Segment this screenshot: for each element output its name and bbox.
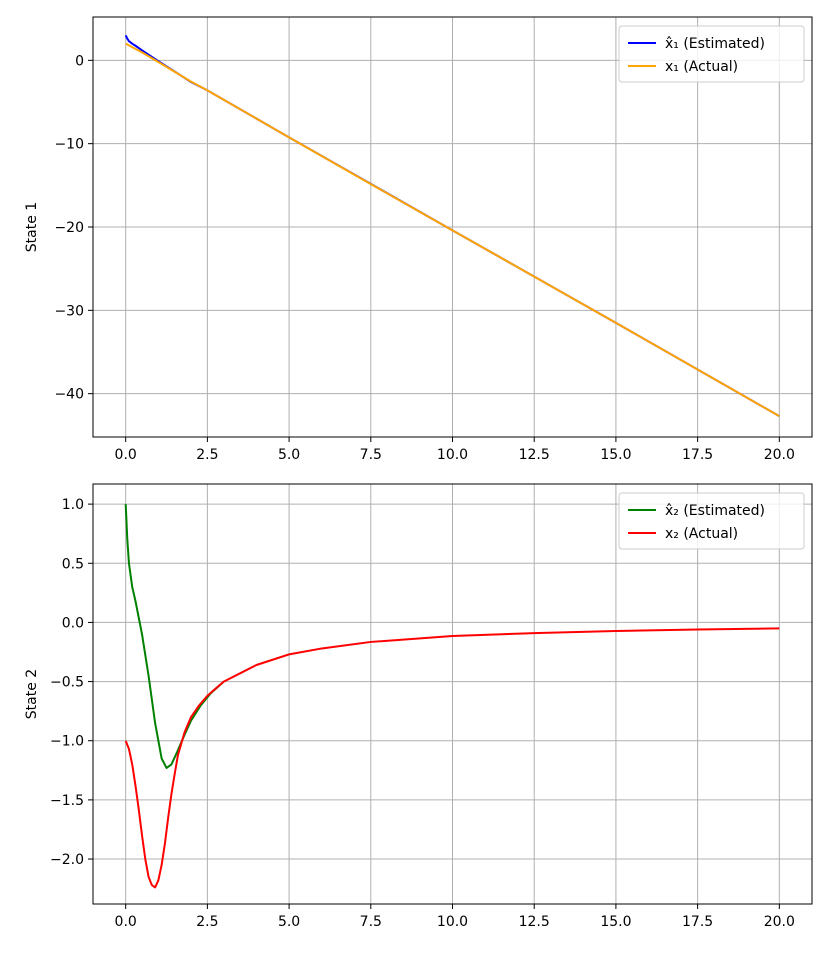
x-tick-label: 15.0	[600, 447, 631, 463]
series-line-2	[124, 627, 780, 889]
y-tick-label: −30	[54, 303, 84, 319]
x-tick-label: 10.0	[437, 914, 468, 930]
subplot-2: 0.0 2.5 5.0 7.5 10.0 12.5 15.0 17.5 20.0 1.0 0.5 0.…	[24, 483, 813, 930]
legend: x̂₂ (Estimated) x₂ (Actual)	[618, 492, 805, 550]
y-axis-label: State 1	[24, 202, 40, 252]
legend-entry-label: x̂₁ (Estimated)	[665, 36, 765, 52]
y-tick-label: 0.0	[62, 615, 84, 631]
subplot-1: 0.0 2.5 5.0 7.5 10.0 12.5 15.0 17.5 20.0 0 −10 −20 −…	[24, 16, 813, 463]
legend: x̂₁ (Estimated) x₁ (Actual)	[618, 25, 805, 83]
x-tick-label: 17.5	[682, 447, 713, 463]
y-tick-label: −10	[54, 137, 84, 153]
x-tick-label: 5.0	[278, 447, 300, 463]
x-tick-label: 20.0	[764, 914, 795, 930]
y-tick-label: 0.5	[62, 556, 84, 572]
x-tick-label: 2.5	[196, 914, 218, 930]
x-tick-label: 20.0	[764, 447, 795, 463]
x-tick-label: 12.5	[519, 447, 550, 463]
x-tick-label: 2.5	[196, 447, 218, 463]
y-tick-label: −20	[54, 220, 84, 236]
y-tick-label: 1.0	[62, 497, 84, 513]
x-tick-label: 15.0	[600, 914, 631, 930]
y-axis-label: State 2	[24, 669, 40, 719]
legend-entry-label: x₂ (Actual)	[665, 526, 738, 542]
y-tick-label: −0.5	[50, 675, 84, 691]
x-tick-label: 7.5	[360, 447, 382, 463]
x-tick-label: 0.0	[115, 447, 137, 463]
y-tick-label: −1.5	[50, 793, 84, 809]
x-tick-label: 10.0	[437, 447, 468, 463]
legend-box	[618, 25, 805, 83]
x-tick-label: 7.5	[360, 914, 382, 930]
series-line-1	[124, 504, 225, 769]
y-tick-label: 0	[75, 53, 84, 69]
legend-entry-label: x̂₂ (Estimated)	[665, 503, 765, 519]
y-tick-label: −2.0	[50, 852, 84, 868]
y-tick-label: −1.0	[50, 734, 84, 750]
legend-box	[618, 492, 805, 550]
x-tick-label: 17.5	[682, 914, 713, 930]
legend-entry-label: x₁ (Actual)	[665, 59, 738, 75]
x-tick-label: 5.0	[278, 914, 300, 930]
x-tick-label: 0.0	[115, 914, 137, 930]
x-tick-label: 12.5	[519, 914, 550, 930]
y-tick-label: −40	[54, 387, 84, 403]
series-line-2	[125, 42, 780, 418]
